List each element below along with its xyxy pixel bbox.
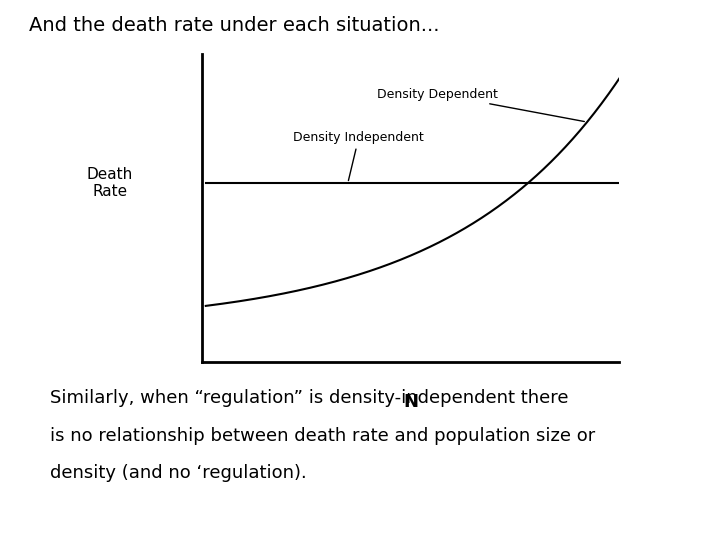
- Text: is no relationship between death rate and population size or: is no relationship between death rate an…: [50, 427, 595, 444]
- Text: density (and no ‘regulation).: density (and no ‘regulation).: [50, 464, 307, 482]
- Text: Density Independent: Density Independent: [294, 131, 424, 180]
- Text: And the death rate under each situation...: And the death rate under each situation.…: [29, 16, 439, 35]
- Text: Similarly, when “regulation” is density-independent there: Similarly, when “regulation” is density-…: [50, 389, 569, 407]
- Text: N: N: [403, 393, 418, 410]
- Text: Density Dependent: Density Dependent: [377, 87, 585, 122]
- Text: Death
Rate: Death Rate: [86, 167, 133, 199]
